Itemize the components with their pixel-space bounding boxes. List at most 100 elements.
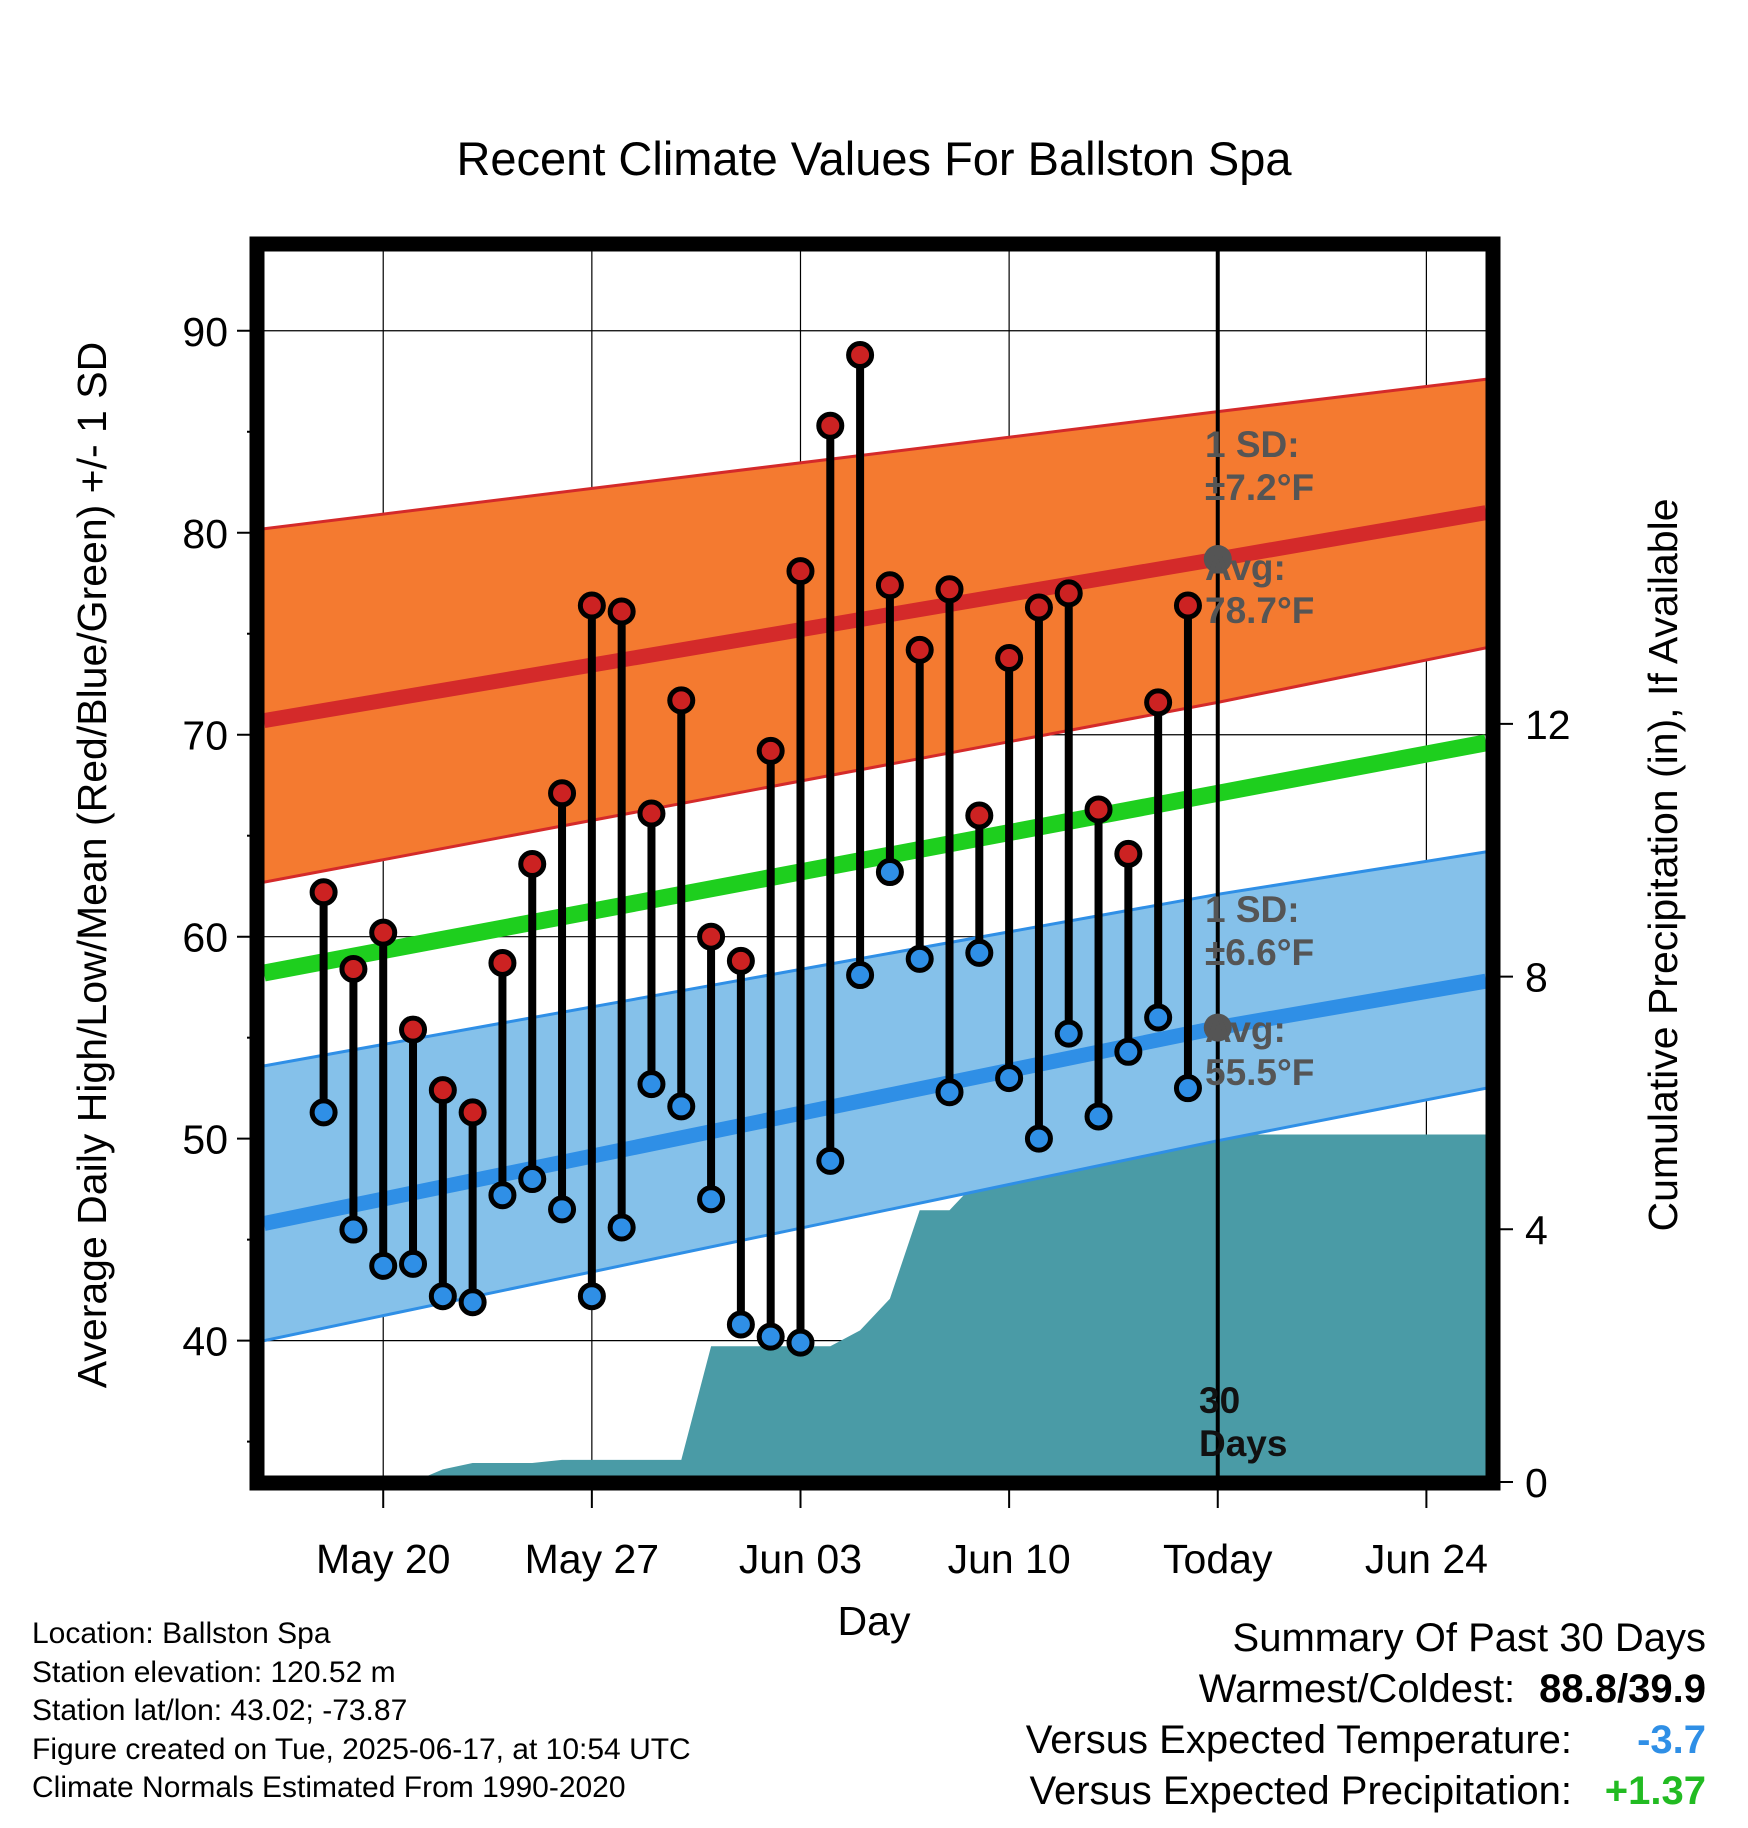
low-temp-point <box>875 858 904 887</box>
temp-label: Versus Expected Temperature: <box>1025 1718 1572 1762</box>
period-label-number: 30 <box>1199 1380 1240 1421</box>
high-temp-point <box>816 411 845 440</box>
low-temp-point <box>846 961 875 990</box>
low-temp-point <box>667 1092 696 1121</box>
y2-axis-label: Cumulative Precipitation (in), If Availa… <box>1640 498 1686 1231</box>
low-temp-point <box>488 1181 517 1210</box>
low-temp-point <box>399 1249 428 1278</box>
high-temp-point <box>339 955 368 984</box>
low-temp-point <box>607 1213 636 1242</box>
summary-warmest-row: Warmest/Coldest: 88.8/39.9 <box>1026 1664 1706 1715</box>
x-tick-label: Jun 03 <box>739 1536 862 1582</box>
high-sd-label: 1 SD: <box>1205 424 1300 465</box>
daily-range-bars <box>319 355 1192 1343</box>
x-tick-label: Jun 10 <box>948 1536 1071 1582</box>
location-text: Location: Ballston Spa <box>32 1617 331 1650</box>
low-temp-point <box>816 1146 845 1175</box>
high-temp-point <box>965 801 994 830</box>
summary-title: Summary Of Past 30 Days <box>1232 1616 1706 1660</box>
high-temp-point <box>935 575 964 604</box>
high-temp-point <box>875 571 904 600</box>
high-sd-band <box>264 379 1486 883</box>
y-tick-label: 80 <box>182 511 228 557</box>
high-temp-point <box>1024 593 1053 622</box>
high-temp-point <box>488 948 517 977</box>
warmest-label: Warmest/Coldest: <box>1198 1667 1516 1711</box>
axes: 40 50 60 70 80 90 0 4 8 12 May 20 May 27 Jun 03 Jun 1… <box>182 309 1570 1582</box>
low-temp-point <box>905 944 934 973</box>
warmest-value: 88.8/39.9 <box>1539 1667 1706 1711</box>
x-tick-label: Today <box>1163 1536 1273 1582</box>
low-temp-point <box>1173 1074 1202 1103</box>
latlon-text: Station lat/lon: 43.02; -73.87 <box>32 1694 408 1727</box>
high-sd-value: ±7.2°F <box>1205 467 1314 508</box>
high-temp-point <box>726 946 755 975</box>
low-temp-point <box>935 1078 964 1107</box>
temp-value: -3.7 <box>1637 1718 1706 1762</box>
low-temp-point <box>637 1070 666 1099</box>
summary-temp-row: Versus Expected Temperature: -3.7 <box>1026 1715 1706 1766</box>
low-temp-point <box>1054 1019 1083 1048</box>
high-temp-point <box>786 557 815 586</box>
high-temp-point <box>518 849 547 878</box>
low-temp-point <box>965 938 994 967</box>
annotations: 1 SD: ±7.2°F Avg: 78.7°F 1 SD: ±6.6°F Av… <box>1199 424 1314 1464</box>
high-temp-point <box>369 918 398 947</box>
low-avg-label: Avg: <box>1205 1009 1286 1050</box>
low-temp-point <box>995 1064 1024 1093</box>
x-tick-label: Jun 24 <box>1365 1536 1488 1582</box>
plot-frame <box>249 236 1501 1491</box>
x-tick-label: May 27 <box>525 1536 659 1582</box>
low-sd-label: 1 SD: <box>1205 889 1300 930</box>
station-info: Location: Ballston Spa Station elevation… <box>32 1615 691 1808</box>
low-temp-point <box>1114 1037 1143 1066</box>
high-temp-point <box>697 922 726 951</box>
high-temp-point <box>399 1015 428 1044</box>
x-tick-label: May 20 <box>316 1536 450 1582</box>
low-sd-value: ±6.6°F <box>1205 932 1314 973</box>
high-avg-today-marker <box>1203 545 1232 574</box>
high-temp-point <box>1054 579 1083 608</box>
high-temp-point <box>458 1098 487 1127</box>
y2-tick-label: 8 <box>1525 955 1548 1001</box>
chart-title: Recent Climate Values For Ballston Spa <box>456 132 1292 185</box>
normal-bands <box>264 377 1486 1482</box>
today-marker <box>1203 250 1232 1482</box>
y-axis-label: Average Daily High/Low/Mean (Red/Blue/Gr… <box>69 342 115 1388</box>
precip-label: Versus Expected Precipitation: <box>1029 1769 1572 1813</box>
high-temp-point <box>1084 795 1113 824</box>
low-temp-point <box>369 1251 398 1280</box>
high-temp-point <box>756 736 785 765</box>
low-temp-point <box>428 1282 457 1311</box>
high-temp-point <box>637 799 666 828</box>
high-temp-point <box>1173 591 1202 620</box>
elevation-text: Station elevation: 120.52 m <box>32 1655 396 1689</box>
summary-panel: Summary Of Past 30 Days Warmest/Coldest:… <box>1026 1613 1706 1817</box>
low-temp-point <box>1024 1124 1053 1153</box>
y-tick-label: 60 <box>182 915 228 961</box>
low-temp-point <box>786 1328 815 1357</box>
high-avg-label: Avg: <box>1205 547 1286 588</box>
high-temp-point <box>667 686 696 715</box>
low-temp-point <box>458 1288 487 1317</box>
created-text: Figure created on Tue, 2025-06-17, at 10… <box>32 1732 691 1766</box>
y-tick-label: 90 <box>182 309 228 355</box>
high-temp-point <box>428 1076 457 1105</box>
y-tick-label: 70 <box>182 713 228 759</box>
precipitation-area <box>264 1134 1486 1482</box>
low-temp-point <box>518 1165 547 1194</box>
high-temp-point <box>1114 839 1143 868</box>
high-temp-point <box>995 643 1024 672</box>
high-temp-point <box>548 779 577 808</box>
low-temp-point <box>577 1282 606 1311</box>
normals-text: Climate Normals Estimated From 1990-2020 <box>32 1771 626 1804</box>
y2-tick-label: 0 <box>1525 1460 1548 1506</box>
low-temp-point <box>697 1185 726 1214</box>
y2-tick-label: 12 <box>1525 702 1571 748</box>
summary-precip-row: Versus Expected Precipitation: +1.37 <box>1026 1766 1706 1817</box>
high-temp-point <box>1144 688 1173 717</box>
high-temp-point <box>577 591 606 620</box>
x-axis-label: Day <box>838 1598 911 1644</box>
period-label-unit: Days <box>1199 1423 1287 1464</box>
y2-tick-label: 4 <box>1525 1207 1548 1253</box>
